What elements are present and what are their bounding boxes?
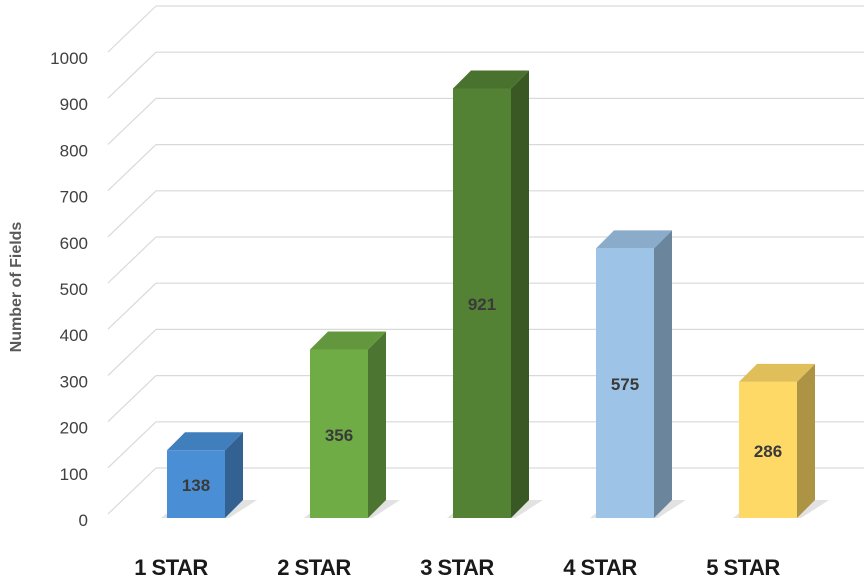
bar-top: [739, 363, 815, 382]
bar-side: [511, 70, 529, 519]
gridline-diagonal: [107, 144, 157, 192]
y-tick-label: 200: [60, 419, 88, 438]
category-label: 2 STAR: [277, 555, 351, 579]
y-tick-label: 800: [60, 141, 88, 160]
gridline-diagonal: [107, 97, 157, 145]
bars: [161, 70, 829, 519]
bar-top: [596, 230, 672, 249]
category-label: 4 STAR: [563, 555, 637, 579]
gridline-diagonal: [107, 51, 157, 99]
bar-5: [733, 363, 829, 518]
bar-side: [654, 230, 672, 518]
y-tick-label: 700: [60, 188, 88, 207]
bar-4: [590, 230, 686, 518]
y-tick-label: 600: [60, 234, 88, 253]
data-label: 138: [182, 476, 210, 495]
data-labels: 138 356 921 575 286: [182, 295, 782, 495]
category-label: 5 STAR: [706, 555, 780, 579]
data-label: 286: [754, 442, 782, 461]
bar-front: [453, 88, 511, 519]
y-tick-label: 500: [60, 280, 88, 299]
bar-3: [447, 70, 543, 519]
category-label: 3 STAR: [420, 555, 494, 579]
bar-side: [797, 363, 815, 518]
data-label: 921: [468, 295, 496, 314]
gridline-diagonal: [107, 282, 157, 330]
gridline-diagonal: [107, 467, 157, 515]
y-tick-labels: 0 100 200 300 400 500 600 700 800 900 1000: [50, 49, 88, 530]
bar-top: [310, 331, 386, 350]
bar-front: [596, 248, 654, 518]
gridline-diagonal: [107, 375, 157, 423]
y-tick-label: 0: [79, 511, 88, 530]
bar-2: [304, 331, 400, 518]
bar-top: [453, 70, 529, 89]
y-tick-label: 1000: [50, 49, 88, 68]
category-label: 1 STAR: [134, 555, 208, 579]
y-tick-label: 900: [60, 95, 88, 114]
y-tick-label: 100: [60, 465, 88, 484]
y-tick-label: 400: [60, 326, 88, 345]
bar-front: [167, 450, 225, 518]
gridline-diagonal: [107, 190, 157, 238]
bar-side: [368, 331, 386, 518]
y-axis-title: Number of Fields: [8, 222, 25, 353]
category-labels: 1 STAR 2 STAR 3 STAR 4 STAR 5 STAR: [134, 555, 781, 579]
bar-top: [167, 432, 243, 451]
gridline-diagonal: [107, 421, 157, 469]
y-tick-label: 300: [60, 372, 88, 391]
bar-front: [739, 381, 797, 518]
data-label: 575: [611, 375, 639, 394]
bar-front: [310, 349, 368, 518]
data-label: 356: [325, 426, 353, 445]
bar-side: [225, 432, 243, 518]
gridline-diagonal: [107, 236, 157, 284]
gridline-diagonal: [107, 328, 157, 376]
bar-1: [161, 432, 257, 518]
gridline-diagonal: [107, 5, 157, 53]
